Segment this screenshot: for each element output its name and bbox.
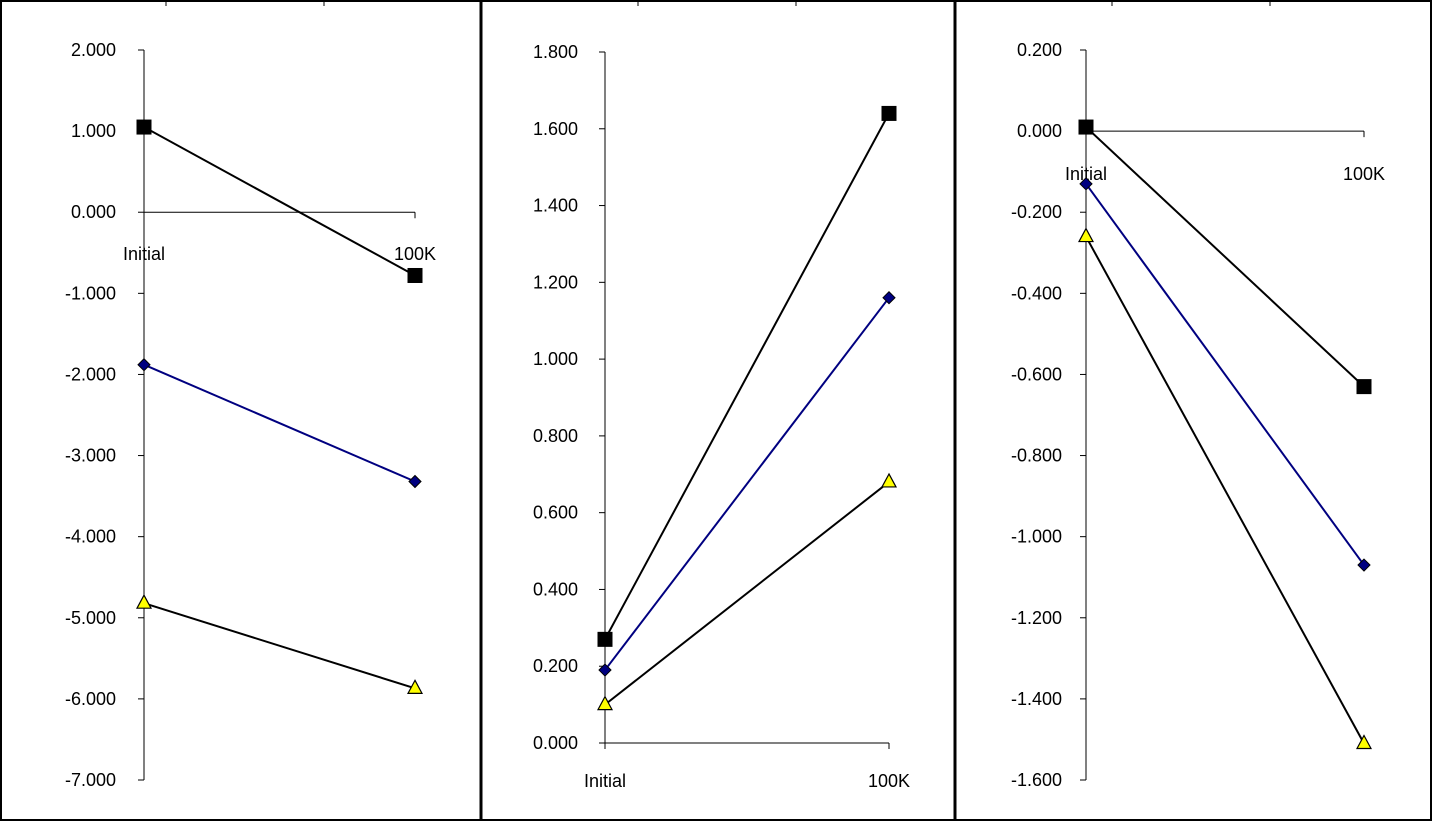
- series-line-square: [1085, 126, 1365, 388]
- diamond-marker: [882, 290, 896, 305]
- triangle-marker: [1355, 734, 1373, 750]
- y-tick-label: 1.000: [533, 349, 578, 369]
- series-line-triangle: [1085, 236, 1365, 744]
- x-tick-label: 100K: [1343, 164, 1385, 184]
- series-line-triangle: [604, 481, 890, 706]
- square-marker: [136, 119, 152, 135]
- y-tick-label: 0.200: [1017, 40, 1062, 60]
- y-tick-label: -0.200: [1011, 202, 1062, 222]
- series-line-square: [604, 112, 890, 640]
- y-tick-label: 1.400: [533, 196, 578, 216]
- chart-panel-3: 0.200 0.000 -0.200 -0.400 -0.600 -0.800 -1.000…: [1011, 40, 1385, 790]
- series-line-triangle: [143, 602, 416, 690]
- series-line-diamond: [604, 297, 890, 671]
- x-tick-label: 100K: [868, 771, 910, 791]
- series-line-square: [143, 126, 416, 277]
- y-tick-label: -2.000: [65, 364, 116, 384]
- x-tick-label: Initial: [1065, 164, 1107, 184]
- y-tick-label: -0.400: [1011, 283, 1062, 303]
- triangle-marker: [880, 472, 898, 488]
- y-tick-label: -0.800: [1011, 446, 1062, 466]
- square-marker: [1078, 119, 1094, 135]
- y-tick-label: 1.600: [533, 119, 578, 139]
- y-tick-label: 0.000: [71, 202, 116, 222]
- y-tick-label: -1.400: [1011, 689, 1062, 709]
- y-tick-label: 0.200: [533, 656, 578, 676]
- series-line-diamond: [1085, 183, 1365, 566]
- y-tick-label: 1.800: [533, 42, 578, 62]
- y-tick-label: 0.000: [533, 733, 578, 753]
- y-tick-label: 0.600: [533, 503, 578, 523]
- chart-panel-2: 1.800 1.600 1.400 1.200 1.000 0.800 0.600 0.400…: [533, 42, 910, 791]
- diamond-marker: [598, 663, 612, 677]
- x-tick-label: 100K: [394, 244, 436, 264]
- x-tick-label: Initial: [123, 244, 165, 264]
- triangle-marker: [1077, 227, 1095, 243]
- y-tick-label: -6.000: [65, 689, 116, 709]
- square-marker: [407, 267, 423, 283]
- square-marker: [1356, 379, 1372, 395]
- y-tick-label: 1.200: [533, 272, 578, 292]
- y-tick-label: -1.000: [65, 283, 116, 303]
- y-tick-label: -1.000: [1011, 527, 1062, 547]
- y-tick-label: 0.000: [1017, 121, 1062, 141]
- chart-panel-1: 2.000 1.000 0.000 -1.000 -2.000 -3.000 -4.000 -…: [65, 40, 436, 790]
- chart-panels: 2.000 1.000 0.000 -1.000 -2.000 -3.000 -4.000 -…: [65, 40, 1385, 791]
- y-tick-label: -4.000: [65, 527, 116, 547]
- y-tick-label: -7.000: [65, 770, 116, 790]
- y-tick-label: -1.200: [1011, 608, 1062, 628]
- square-marker: [597, 631, 613, 647]
- y-tick-label: -3.000: [65, 446, 116, 466]
- diamond-marker: [1357, 558, 1371, 572]
- y-tick-label: 0.400: [533, 579, 578, 599]
- square-marker: [881, 105, 897, 121]
- y-tick-label: 1.000: [71, 121, 116, 141]
- triangle-marker: [406, 679, 424, 694]
- diamond-marker: [408, 474, 422, 489]
- diamond-marker: [137, 358, 151, 372]
- triangle-marker: [596, 695, 614, 711]
- y-tick-label: 2.000: [71, 40, 116, 60]
- y-tick-label: -5.000: [65, 608, 116, 628]
- y-tick-label: -1.600: [1011, 770, 1062, 790]
- triangle-marker: [135, 593, 153, 609]
- diamond-marker: [1079, 177, 1093, 191]
- y-tick-label: -0.600: [1011, 364, 1062, 384]
- x-tick-label: Initial: [584, 771, 626, 791]
- y-tick-label: 0.800: [533, 426, 578, 446]
- series-line-diamond: [143, 363, 416, 483]
